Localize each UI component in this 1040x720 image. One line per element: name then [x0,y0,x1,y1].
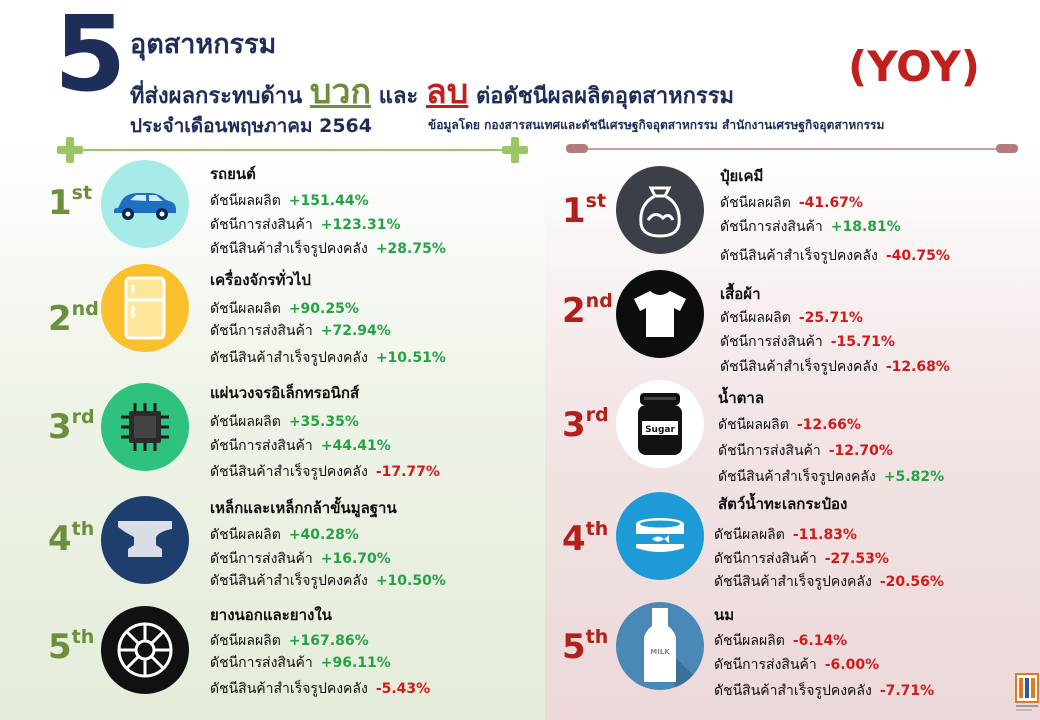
rank-5-negative: 5th [562,626,609,667]
inventory-index: ดัชนีสินค้าสำเร็จรูปคงคลัง -7.71% [714,683,935,699]
sugar-jar-icon: Sugar [616,380,704,468]
production-index: ดัชนีผลผลิต -11.83% [714,527,857,543]
industry-name: น้ำตาล [718,389,765,407]
production-index: ดัชนีผลผลิต +167.86% [210,633,369,649]
shipment-index: ดัชนีการส่งสินค้า -6.00% [714,657,880,673]
inventory-index: ดัชนีสินค้าสำเร็จรูปคงคลัง +10.51% [210,350,446,366]
inventory-index: ดัชนีสินค้าสำเร็จรูปคงคลัง -17.77% [210,464,440,480]
inventory-index: ดัชนีสินค้าสำเร็จรูปคงคลัง -20.56% [714,574,944,590]
production-index: ดัชนีผลผลิต +35.35% [210,414,359,430]
production-index: ดัชนีผลผลิต -25.71% [720,310,863,326]
shipment-index: ดัชนีการส่งสินค้า +123.31% [210,217,401,233]
milk-bottle-icon: MILK [616,602,704,690]
plus-icon [57,137,83,163]
title-prefix: ที่ส่งผลกระทบด้าน [130,84,303,109]
anvil-icon [101,496,189,584]
rank-2-positive: 2nd [48,298,99,339]
production-index: ดัชนีผลผลิต -12.66% [718,417,861,433]
source-note: ข้อมูลโดย กองสารสนเทศและดัชนีเศรษฐกิจอุต… [428,118,885,132]
rank-5-positive: 5th [48,626,95,667]
industry-name: ยางนอกและยางใน [210,606,332,624]
car-icon [101,160,189,248]
minus-icon [996,144,1018,153]
industry-name: ปุ๋ยเคมี [720,167,764,185]
shipment-index: ดัชนีการส่งสินค้า +18.81% [720,219,901,235]
inventory-index: ดัชนีสินค้าสำเร็จรูปคงคลัง +5.82% [718,469,945,485]
production-index: ดัชนีผลผลิต -41.67% [720,195,863,211]
canned-fish-icon [616,492,704,580]
minus-icon [566,144,588,153]
title-line-1: อุตสาหกรรม [130,29,277,60]
production-index: ดัชนีผลผลิต +151.44% [210,193,369,209]
title-line-2: ที่ส่งผลกระทบด้าน บวก และ ลบ ต่อดัชนีผลผ… [130,64,734,118]
fertilizer-bag-icon [616,166,704,254]
industry-name: สัตว์น้ำทะเลกระป๋อง [718,495,848,513]
production-index: ดัชนีผลผลิต -6.14% [714,633,848,649]
headline-number: 5 [54,0,127,115]
inventory-index: ดัชนีสินค้าสำเร็จรูปคงคลัง -5.43% [210,681,431,697]
industry-name: แผ่นวงจรอิเล็กทรอนิกส์ [210,384,360,402]
industry-name: รถยนต์ [210,165,256,183]
jar-label: Sugar [645,425,675,435]
and-word: และ [378,84,419,109]
yoy-label: (YOY) [848,42,980,91]
rank-3-positive: 3rd [48,406,95,447]
rank-2-negative: 2nd [562,290,613,331]
oie-logo [1014,672,1040,712]
rank-4-positive: 4th [48,518,95,559]
industry-name: เสื้อผ้า [720,285,761,303]
chip-icon [101,383,189,471]
shipment-index: ดัชนีการส่งสินค้า -12.70% [718,443,893,459]
plus-icon [502,137,528,163]
title-suffix: ต่อดัชนีผลผลิตอุตสาหกรรม [476,84,735,109]
shipment-index: ดัชนีการส่งสินค้า -15.71% [720,334,895,350]
positive-word: บวก [309,72,372,112]
shipment-index: ดัชนีการส่งสินค้า -27.53% [714,551,889,567]
shipment-index: ดัชนีการส่งสินค้า +44.41% [210,438,391,454]
rank-3-negative: 3rd [562,404,609,445]
industry-name: เครื่องจักรทั่วไป [210,271,311,289]
shipment-index: ดัชนีการส่งสินค้า +96.11% [210,655,391,671]
production-index: ดัชนีผลผลิต +90.25% [210,301,359,317]
tshirt-icon [616,270,704,358]
shipment-index: ดัชนีการส่งสินค้า +72.94% [210,323,391,339]
inventory-index: ดัชนีสินค้าสำเร็จรูปคงคลัง +10.50% [210,573,446,589]
tire-icon [101,606,189,694]
industry-name: เหล็กและเหล็กกล้าขั้นมูลฐาน [210,499,397,517]
shipment-index: ดัชนีการส่งสินค้า +16.70% [210,551,391,567]
inventory-index: ดัชนีสินค้าสำเร็จรูปคงคลัง -40.75% [720,248,950,264]
inventory-index: ดัชนีสินค้าสำเร็จรูปคงคลัง -12.68% [720,359,950,375]
industry-name: นม [714,606,735,624]
rank-4-negative: 4th [562,518,609,559]
negative-word: ลบ [425,72,469,112]
rank-1-negative: 1st [562,190,607,231]
negative-divider [570,148,1000,150]
positive-divider [66,149,516,151]
inventory-index: ดัชนีสินค้าสำเร็จรูปคงคลัง +28.75% [210,241,446,257]
positive-panel-background [0,140,545,720]
bottle-label: MILK [650,648,670,656]
title-line-3: ประจำเดือนพฤษภาคม 2564 [130,115,372,137]
rank-1-positive: 1st [48,182,93,223]
production-index: ดัชนีผลผลิต +40.28% [210,527,359,543]
refrigerator-icon [101,264,189,352]
